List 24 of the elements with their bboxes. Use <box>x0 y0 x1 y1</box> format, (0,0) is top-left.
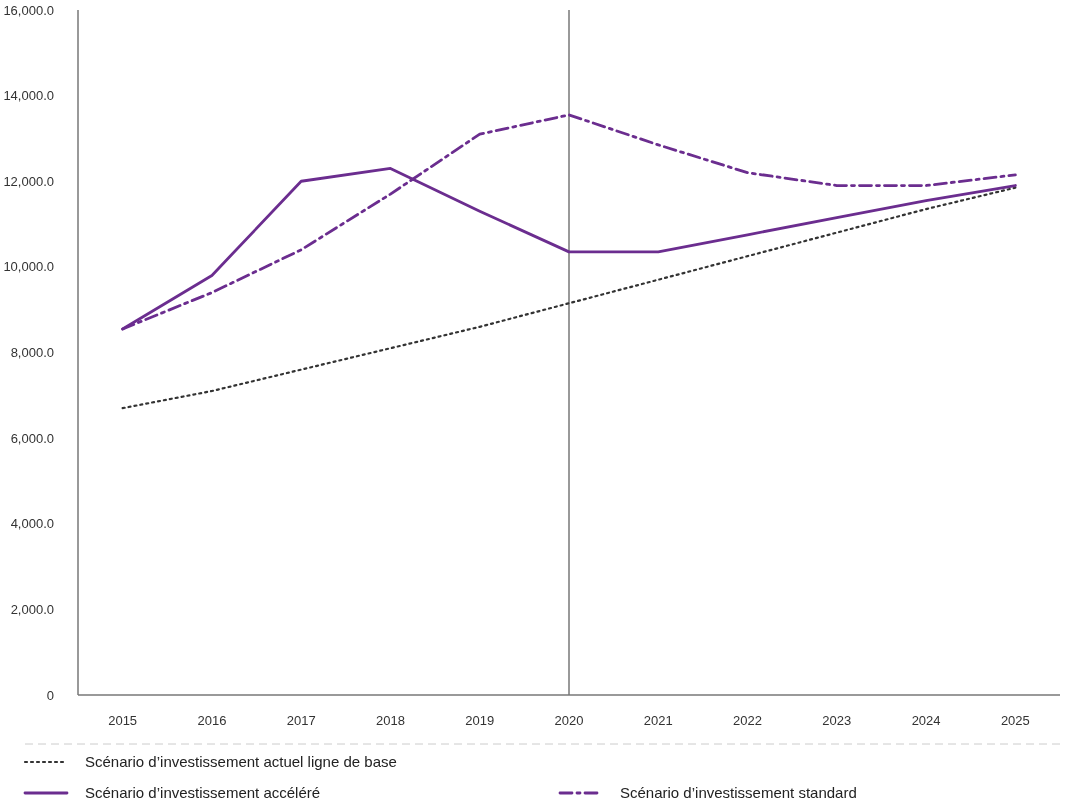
y-tick-label: 4,000.0 <box>10 516 54 532</box>
legend-label: Scénario d’investissement standard <box>620 784 857 802</box>
x-tick-label: 2017 <box>286 713 316 728</box>
x-tick-label: 2015 <box>108 713 138 728</box>
y-tick-label: 2,000.0 <box>10 601 54 617</box>
x-tick-label: 2021 <box>643 713 673 728</box>
y-tick-label: 10,000.0 <box>3 259 54 275</box>
x-tick-label: 2025 <box>1000 713 1030 728</box>
y-tick-label: 14,000.0 <box>3 88 54 104</box>
x-tick-label: 2024 <box>911 713 941 728</box>
y-tick-label: 6,000.0 <box>10 430 54 446</box>
x-tick-label: 2018 <box>375 713 405 728</box>
line-series <box>121 186 1017 410</box>
x-tick-label: 2020 <box>554 713 584 728</box>
x-tick-label: 2019 <box>465 713 495 728</box>
y-tick-label: 16,000.0 <box>3 2 54 18</box>
legend-label: Scénario d’investissement accéléré <box>85 784 321 802</box>
y-tick-label: 12,000.0 <box>3 173 54 189</box>
x-tick-label: 2022 <box>733 713 763 728</box>
y-tick-label: 0 <box>46 687 54 703</box>
y-tick-label: 8,000.0 <box>10 345 54 361</box>
x-tick-label: 2023 <box>822 713 852 728</box>
legend-label: Scénario d’investissement actuel ligne de base <box>85 753 397 771</box>
x-tick-label: 2016 <box>197 713 227 728</box>
